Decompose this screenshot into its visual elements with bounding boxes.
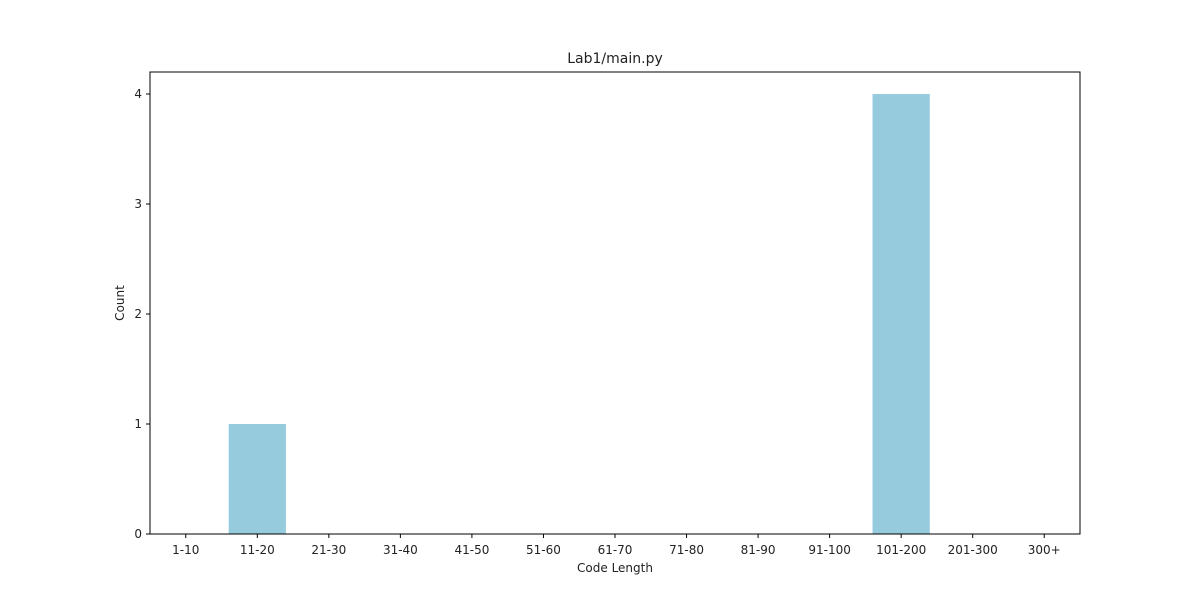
x-tick-label: 101-200 xyxy=(876,543,926,557)
y-tick-label: 1 xyxy=(134,417,142,431)
y-tick-label: 2 xyxy=(134,307,142,321)
x-tick-label: 41-50 xyxy=(454,543,489,557)
y-axis-ticks: 0 1 2 3 4 xyxy=(134,87,150,541)
plot-area-frame xyxy=(149,71,1081,535)
x-tick-label: 61-70 xyxy=(598,543,633,557)
x-tick-label: 31-40 xyxy=(383,543,418,557)
x-tick-label: 71-80 xyxy=(669,543,704,557)
x-tick-label: 81-90 xyxy=(741,543,776,557)
x-tick-label: 91-100 xyxy=(808,543,851,557)
bar-101-200 xyxy=(872,94,930,534)
x-tick-label: 11-20 xyxy=(240,543,275,557)
x-tick-label: 201-300 xyxy=(948,543,998,557)
y-tick-label: 3 xyxy=(134,197,142,211)
x-tick-label: 1-10 xyxy=(172,543,199,557)
y-tick-label: 0 xyxy=(134,527,142,541)
x-tick-label: 300+ xyxy=(1028,543,1061,557)
bar-11-20 xyxy=(228,424,286,534)
chart-title: Lab1/main.py xyxy=(567,51,663,67)
bars-layer xyxy=(228,94,930,534)
y-axis-label: Count xyxy=(113,285,127,321)
x-tick-label: 51-60 xyxy=(526,543,561,557)
x-axis-ticks: 1-10 11-20 21-30 31-40 41-50 51-60 61-70 71-80 8… xyxy=(172,534,1061,557)
x-tick-label: 21-30 xyxy=(311,543,346,557)
x-axis-label: Code Length xyxy=(577,561,653,575)
y-tick-label: 4 xyxy=(134,87,142,101)
